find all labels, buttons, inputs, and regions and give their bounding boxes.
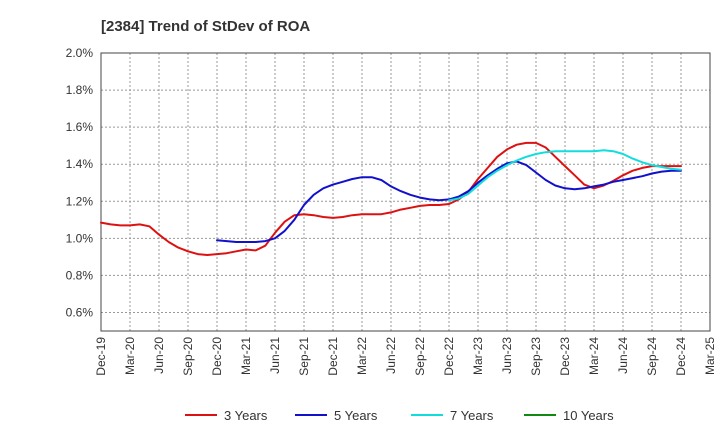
x-tick-label: Mar-20 xyxy=(123,337,137,375)
x-tick-label: Mar-23 xyxy=(471,337,485,375)
x-tick-label: Sep-22 xyxy=(413,337,427,376)
chart-title: [2384] Trend of StDev of ROA xyxy=(101,18,310,35)
x-axis: Dec-19 Mar-20 Jun-20 Sep-20 Dec-20 Mar-21 Jun-… xyxy=(94,337,717,376)
legend: 3 Years 5 Years 7 Years 10 Years xyxy=(185,408,614,423)
x-tick-label: Dec-21 xyxy=(326,337,340,376)
y-tick-label: 1.4% xyxy=(66,157,94,171)
x-tick-label: Dec-20 xyxy=(210,337,224,376)
series-line-7-years xyxy=(448,149,682,202)
x-tick-label: Sep-20 xyxy=(181,337,195,376)
x-tick-label: Jun-20 xyxy=(152,337,166,374)
x-tick-label: Jun-21 xyxy=(268,337,282,374)
series-layer xyxy=(100,141,682,256)
y-tick-label: 1.0% xyxy=(66,231,94,245)
plot-border xyxy=(100,52,711,332)
legend-label: 7 Years xyxy=(450,408,494,423)
y-tick-label: 2.0% xyxy=(66,46,94,60)
x-tick-label: Sep-21 xyxy=(297,337,311,376)
x-tick-label: Jun-24 xyxy=(616,337,630,374)
y-tick-label: 0.6% xyxy=(66,305,94,319)
legend-label: 10 Years xyxy=(563,408,614,423)
y-tick-label: 1.6% xyxy=(66,120,94,134)
series-line-3-years xyxy=(100,141,682,256)
x-tick-label: Mar-21 xyxy=(239,337,253,375)
grid-horizontal xyxy=(101,89,710,313)
x-tick-label: Mar-22 xyxy=(355,337,369,375)
x-tick-label: Mar-25 xyxy=(703,337,717,375)
x-tick-label: Dec-19 xyxy=(94,337,108,376)
legend-label: 5 Years xyxy=(334,408,378,423)
legend-label: 3 Years xyxy=(224,408,268,423)
x-tick-label: Dec-24 xyxy=(674,337,688,376)
x-tick-label: Jun-22 xyxy=(384,337,398,374)
y-axis: 0.6% 0.8% 1.0% 1.2% 1.4% 1.6% 1.8% 2.0% xyxy=(66,46,94,319)
x-tick-label: Jun-23 xyxy=(500,337,514,374)
x-tick-label: Sep-24 xyxy=(645,337,659,376)
x-tick-label: Dec-23 xyxy=(558,337,572,376)
x-tick-label: Mar-24 xyxy=(587,337,601,375)
y-tick-label: 1.8% xyxy=(66,83,94,97)
y-tick-label: 0.8% xyxy=(66,268,94,282)
y-tick-label: 1.2% xyxy=(66,194,94,208)
x-tick-label: Sep-23 xyxy=(529,337,543,376)
x-tick-label: Dec-22 xyxy=(442,337,456,376)
